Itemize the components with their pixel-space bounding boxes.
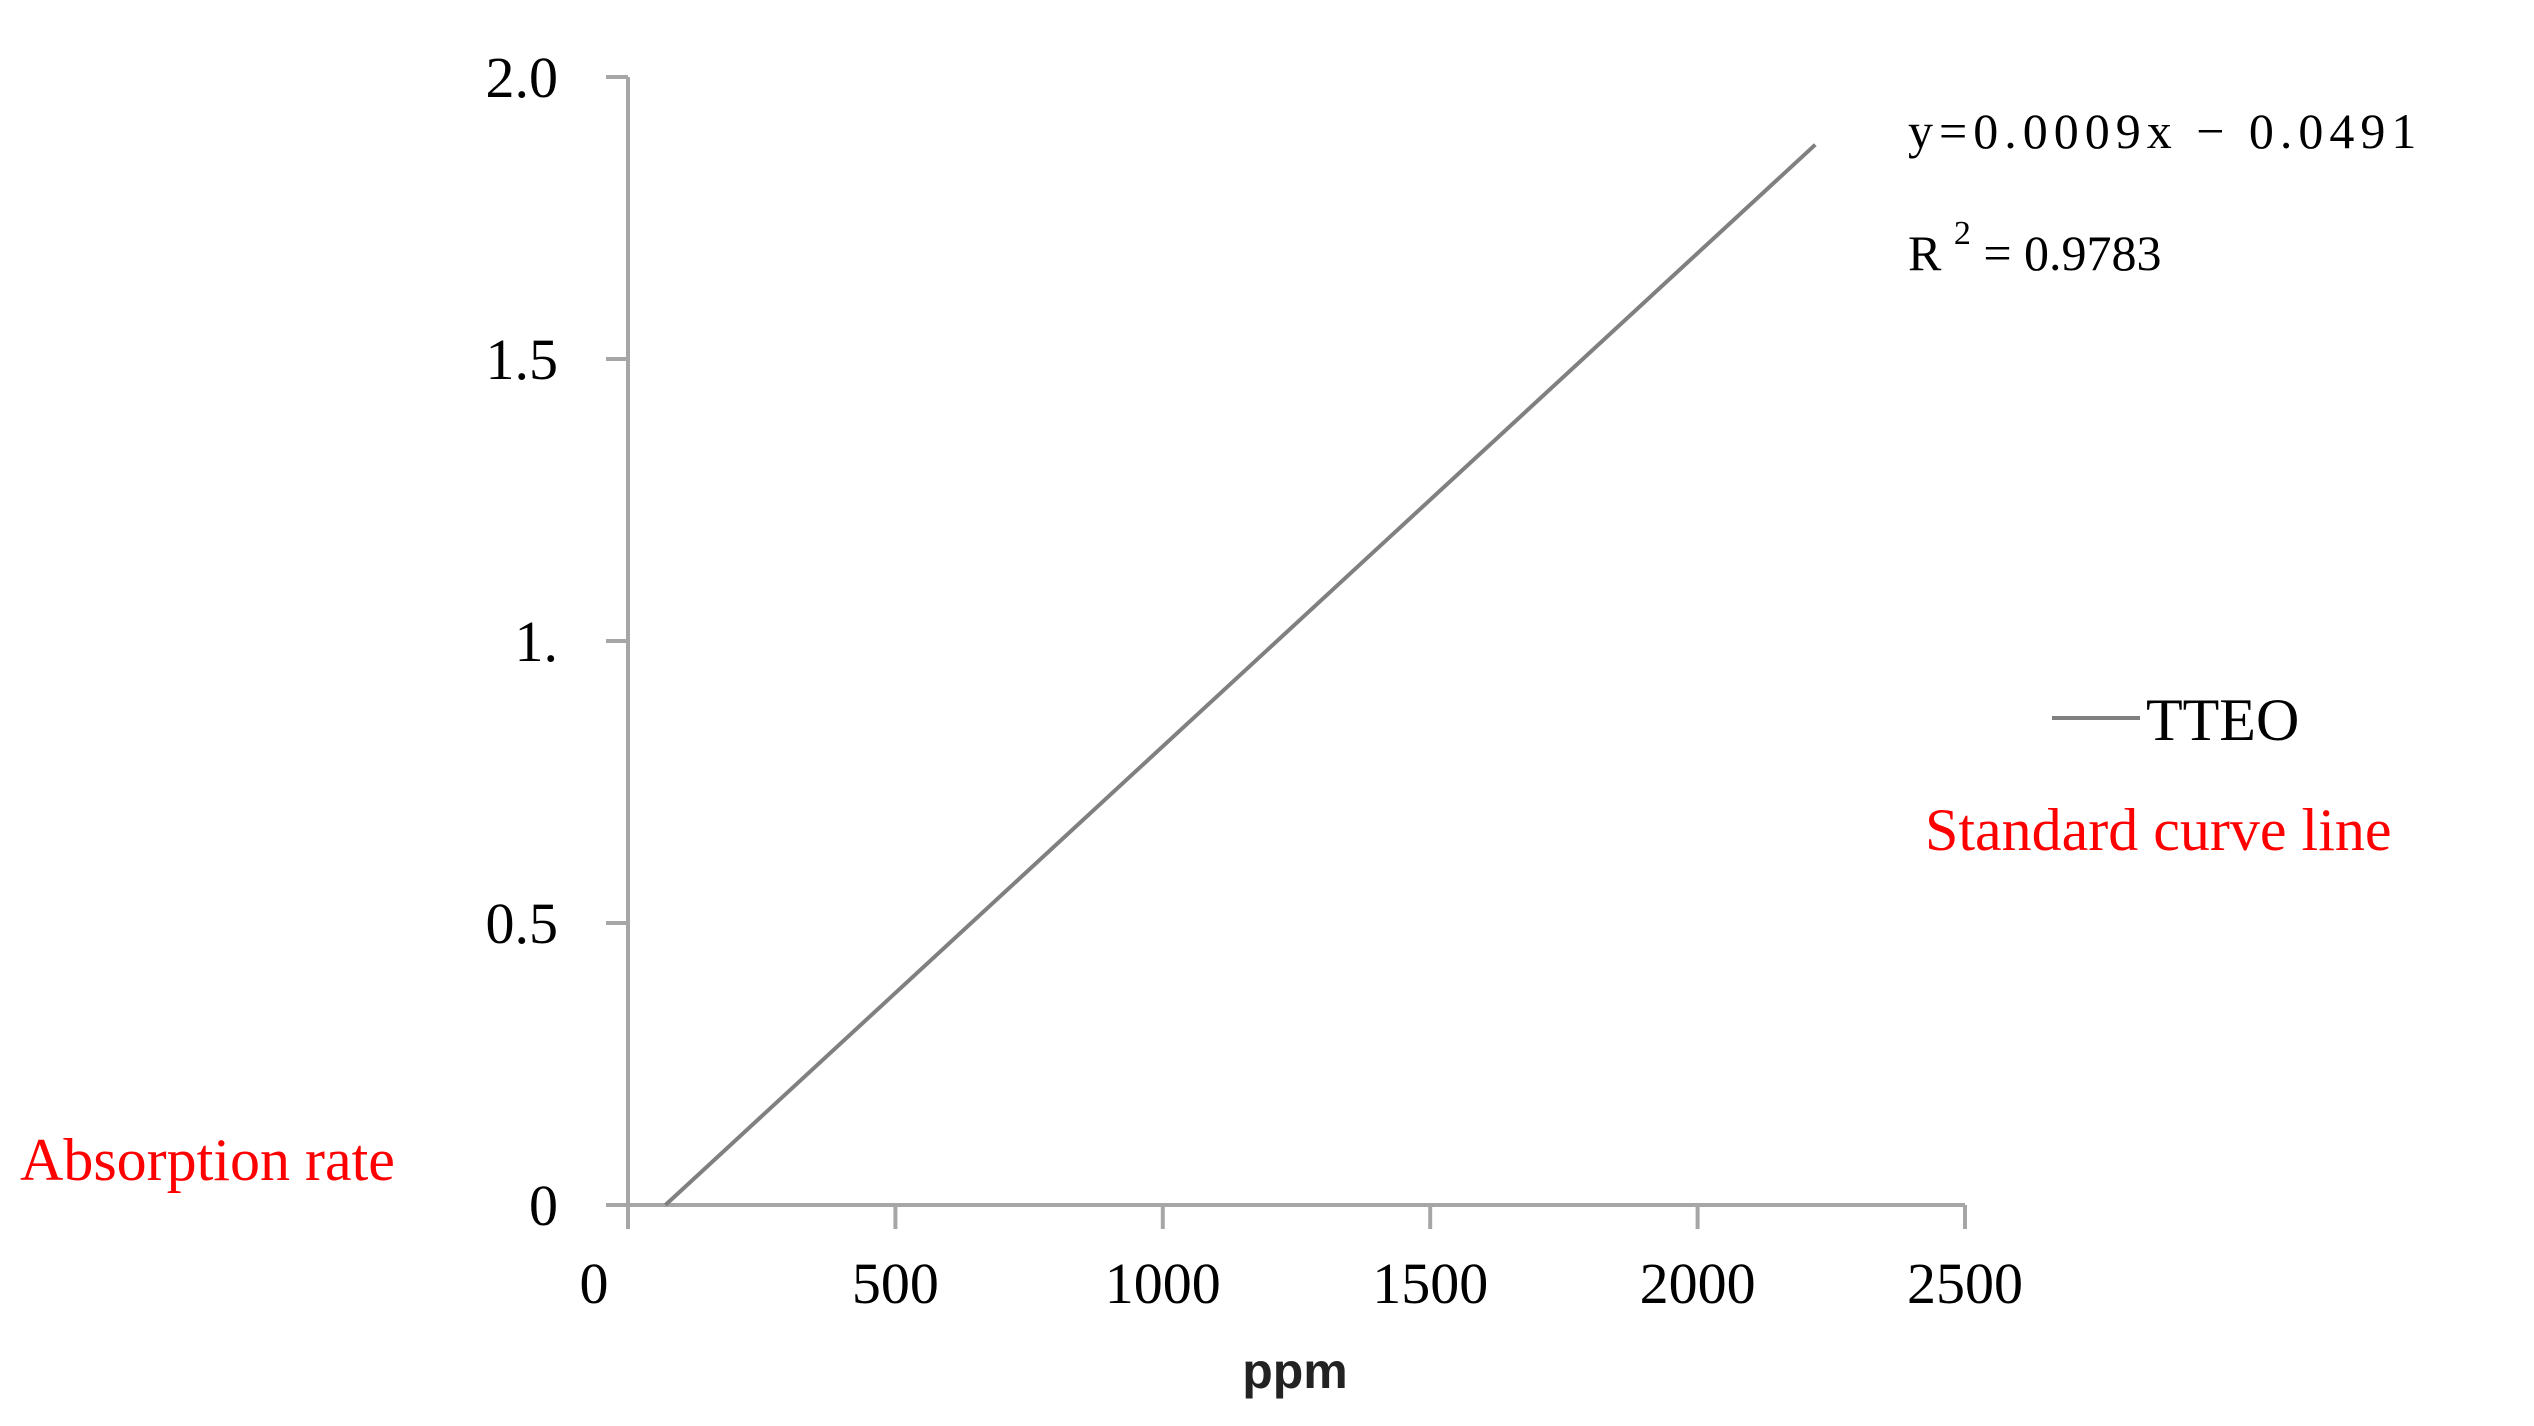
x-axis-label: ppm — [1242, 1343, 1348, 1399]
series-line-ttep — [664, 143, 1817, 1207]
trendline-equation: y=0.0009x − 0.0491 — [1908, 103, 2422, 159]
x-tick-label: 1000 — [1105, 1251, 1221, 1316]
x-tick-label: 500 — [852, 1251, 939, 1316]
r-squared-annotation: R 2 = 0.9783 — [1908, 199, 2162, 281]
r-squared-superscript: 2 — [1954, 215, 1971, 252]
y-tick-label: 1.5 — [486, 327, 559, 392]
y-tick-label: 0.5 — [486, 891, 559, 956]
x-tick-label: 2000 — [1640, 1251, 1756, 1316]
y-axis: 0 0.5 1. 1.5 2.0 — [486, 45, 630, 1238]
standard-curve-label: Standard curve line — [1925, 797, 2392, 863]
x-tick-label: 1500 — [1372, 1251, 1488, 1316]
y-tick-label: 0 — [529, 1173, 558, 1238]
x-tick-label: 2500 — [1907, 1251, 2023, 1316]
r-squared-value: = 0.9783 — [1983, 225, 2161, 281]
y-tick-label: 1. — [515, 609, 559, 674]
r-squared-prefix: R — [1908, 225, 1942, 281]
legend-label: TTEO — [2146, 687, 2299, 753]
x-axis: 0 500 1000 1500 2000 2500 — [580, 1203, 2023, 1316]
y-axis-label: Absorption rate — [20, 1127, 395, 1193]
x-tick-label: 0 — [580, 1251, 609, 1316]
y-tick-label: 2.0 — [486, 45, 559, 110]
series-lines — [664, 143, 1817, 1207]
